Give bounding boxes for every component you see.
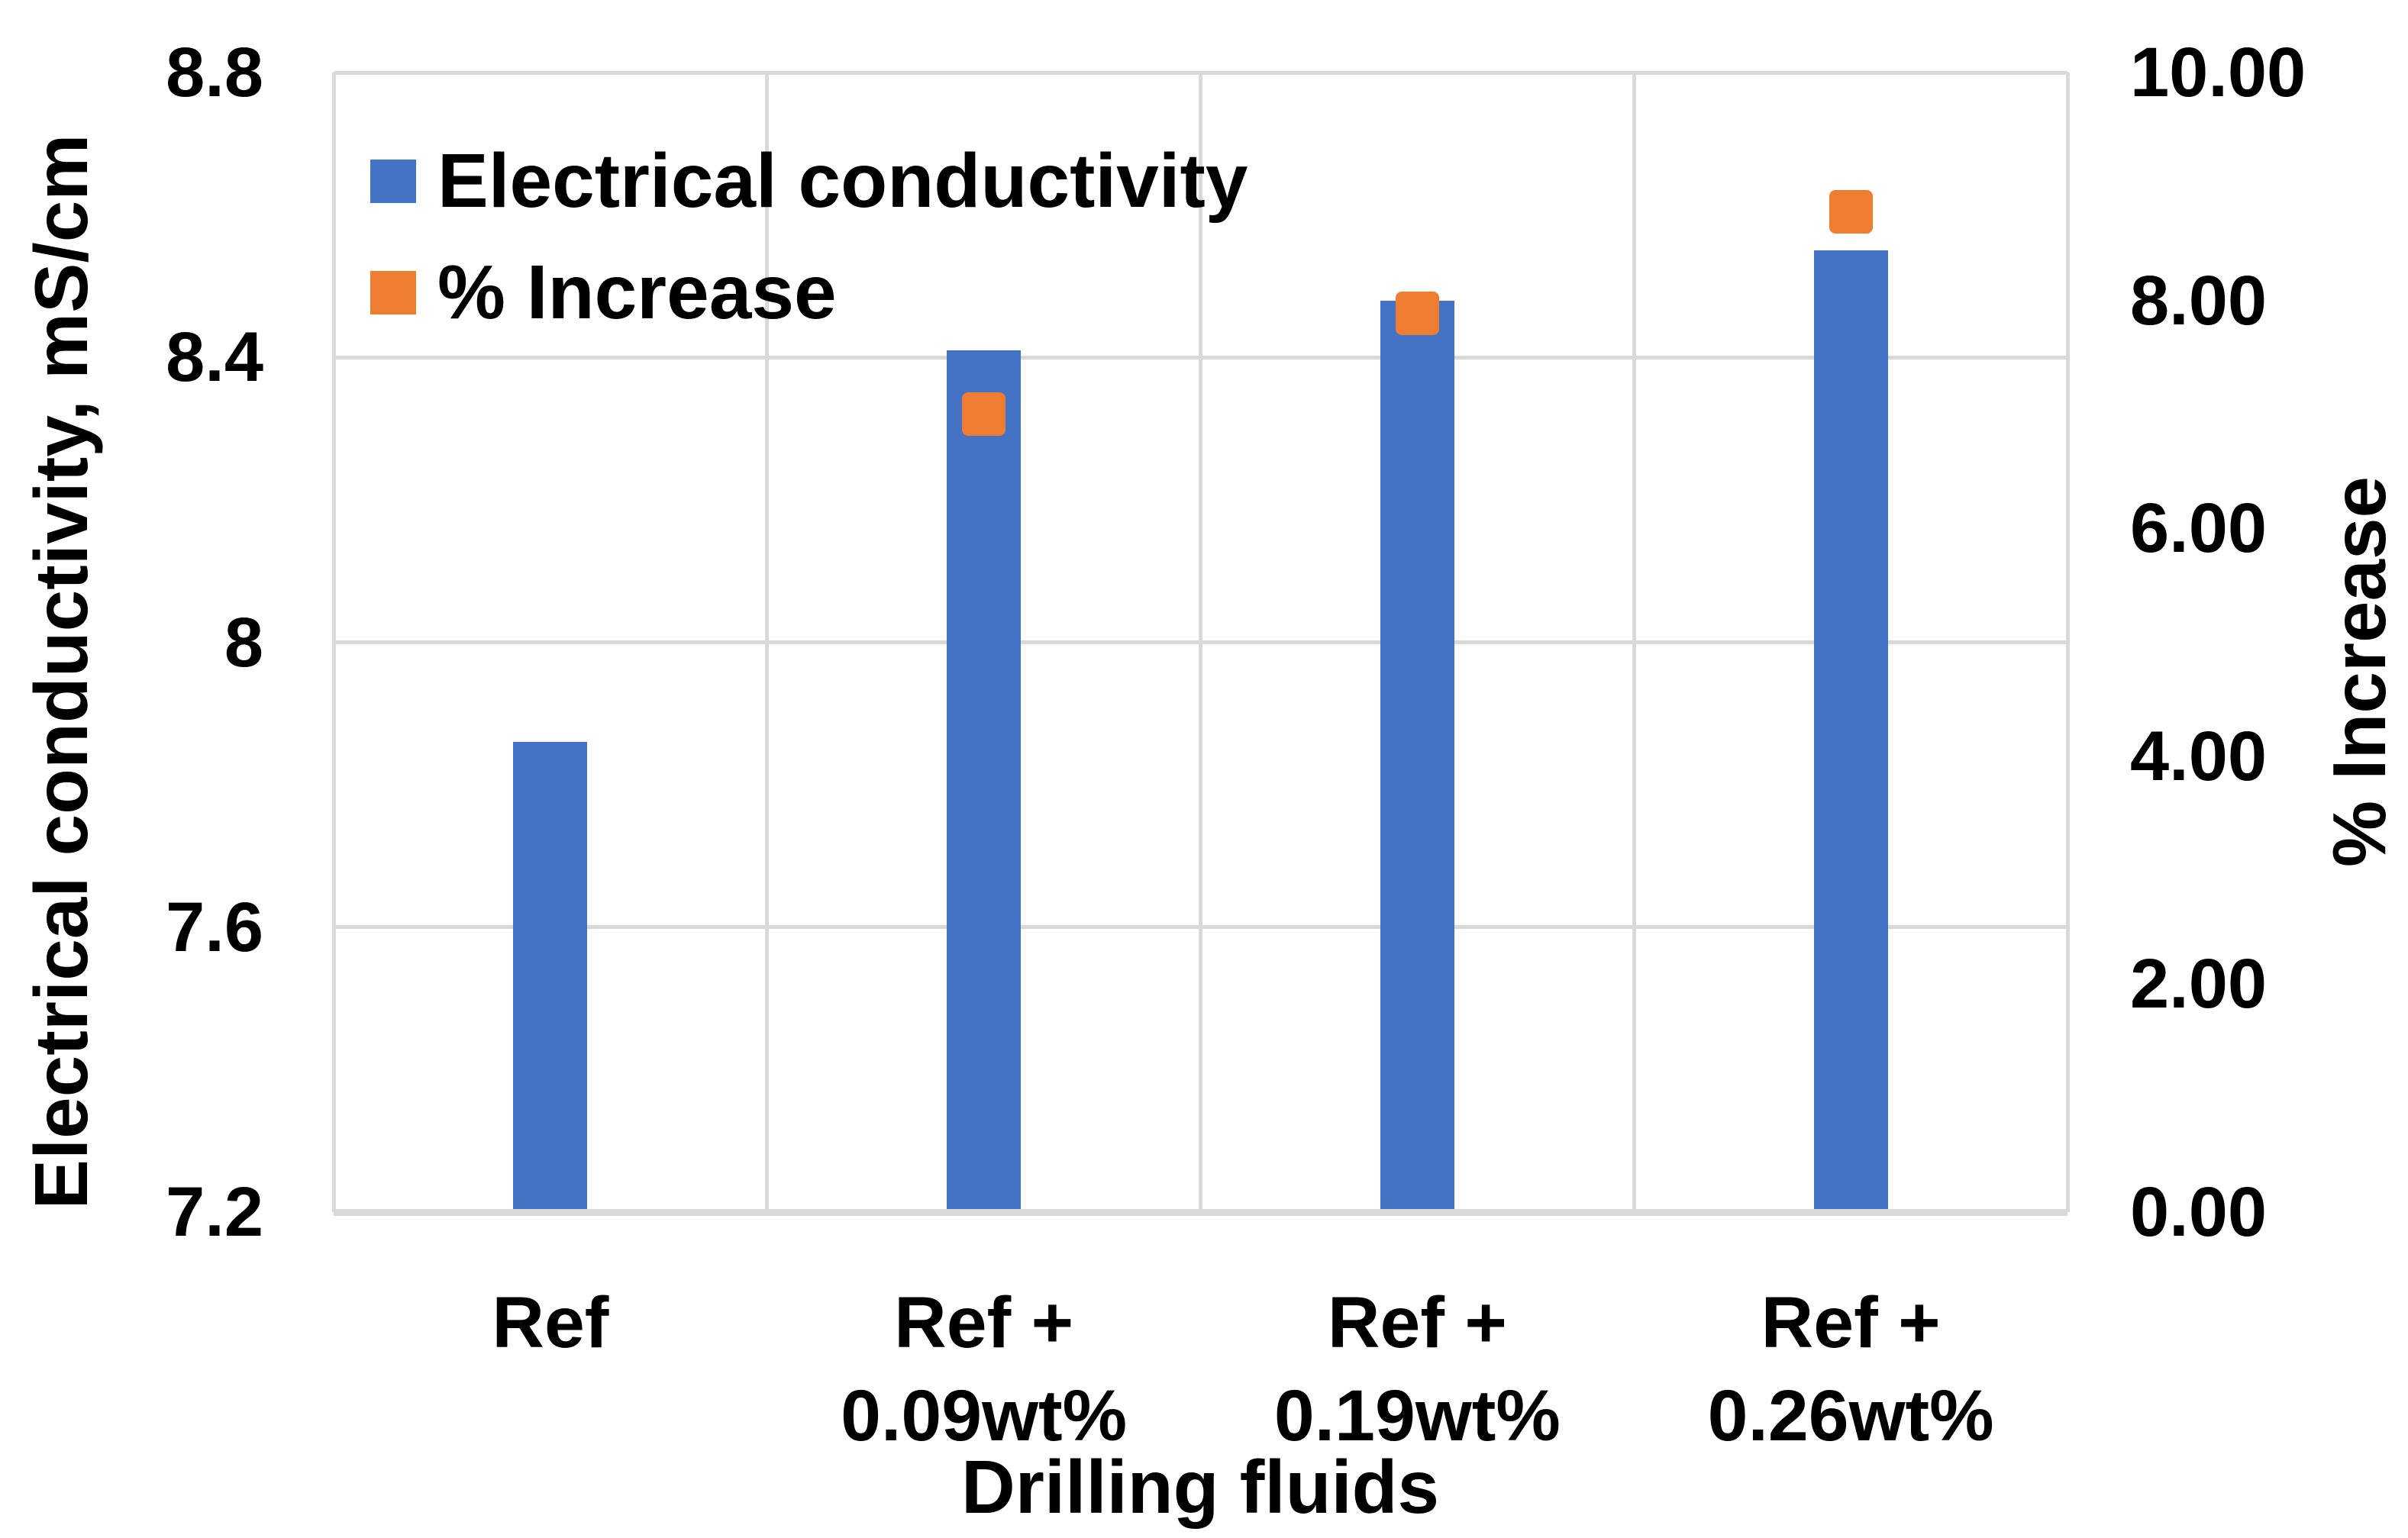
vertical-gridline — [1632, 73, 1636, 1212]
percent-increase-marker — [962, 392, 1006, 437]
x-axis-tick-label-line: 0.26wt% — [1707, 1375, 1994, 1456]
legend-swatch-bar — [370, 159, 416, 203]
x-axis-tick-label: Ref + 0.09wt% — [841, 1276, 1127, 1462]
right-axis-tick-label: 10.00 — [2130, 34, 2306, 111]
legend-label: % Increase — [437, 250, 837, 335]
left-axis-title: Electrical conductivity, mS/cm — [19, 134, 103, 1210]
legend-swatch-marker — [370, 270, 416, 314]
left-axis-tick-label: 7.6 — [166, 888, 263, 966]
right-axis-tick-label: 4.00 — [2130, 717, 2268, 795]
x-axis-tick-label-line: 0.09wt% — [841, 1375, 1128, 1456]
bar-ref-0-09wt- — [947, 350, 1022, 1214]
vertical-gridline — [1199, 73, 1202, 1212]
legend-item: % Increase — [370, 250, 837, 334]
x-axis-tick-label-line: Ref + — [1327, 1282, 1507, 1363]
vertical-gridline — [765, 73, 770, 1212]
x-axis-tick-label-line: Ref + — [1761, 1282, 1941, 1363]
x-axis-tick-label-line: Ref + — [894, 1282, 1074, 1363]
bar-ref-0-19wt- — [1380, 300, 1454, 1214]
left-axis-tick-label: 8.8 — [166, 34, 263, 111]
x-axis-tick-label: Ref + 0.19wt% — [1274, 1276, 1561, 1462]
bar-ref — [513, 742, 588, 1214]
legend-item: Electrical conductivity — [370, 139, 1248, 223]
left-axis-tick-label: 7.2 — [166, 1173, 263, 1251]
plot-border-vertical — [331, 73, 336, 1212]
left-axis-tick-label: 8 — [224, 603, 263, 682]
left-axis-tick-label: 8.4 — [166, 318, 263, 397]
x-axis-tick-label-line: Ref — [492, 1282, 609, 1363]
right-axis-tick-label: 6.00 — [2130, 489, 2268, 568]
percent-increase-marker — [1395, 291, 1439, 335]
x-axis-line — [334, 1209, 2067, 1216]
right-axis-tick-label: 8.00 — [2130, 261, 2268, 340]
right-axis-tick-label: 0.00 — [2130, 1173, 2268, 1251]
bar-ref-0-26wt- — [1813, 250, 1888, 1214]
x-axis-tick-label: Ref + 0.26wt% — [1708, 1276, 1994, 1462]
x-axis-tick-label: Ref — [492, 1276, 608, 1369]
plot-border-vertical — [2065, 73, 2070, 1212]
right-axis-tick-label: 2.00 — [2130, 945, 2268, 1024]
right-axis-title: % Increase — [2317, 476, 2401, 868]
x-axis-tick-label-line: 0.19wt% — [1273, 1375, 1561, 1456]
legend-label: Electrical conductivity — [437, 138, 1248, 224]
x-axis-title: Drilling fluids — [960, 1445, 1440, 1529]
percent-increase-marker — [1829, 189, 1873, 234]
